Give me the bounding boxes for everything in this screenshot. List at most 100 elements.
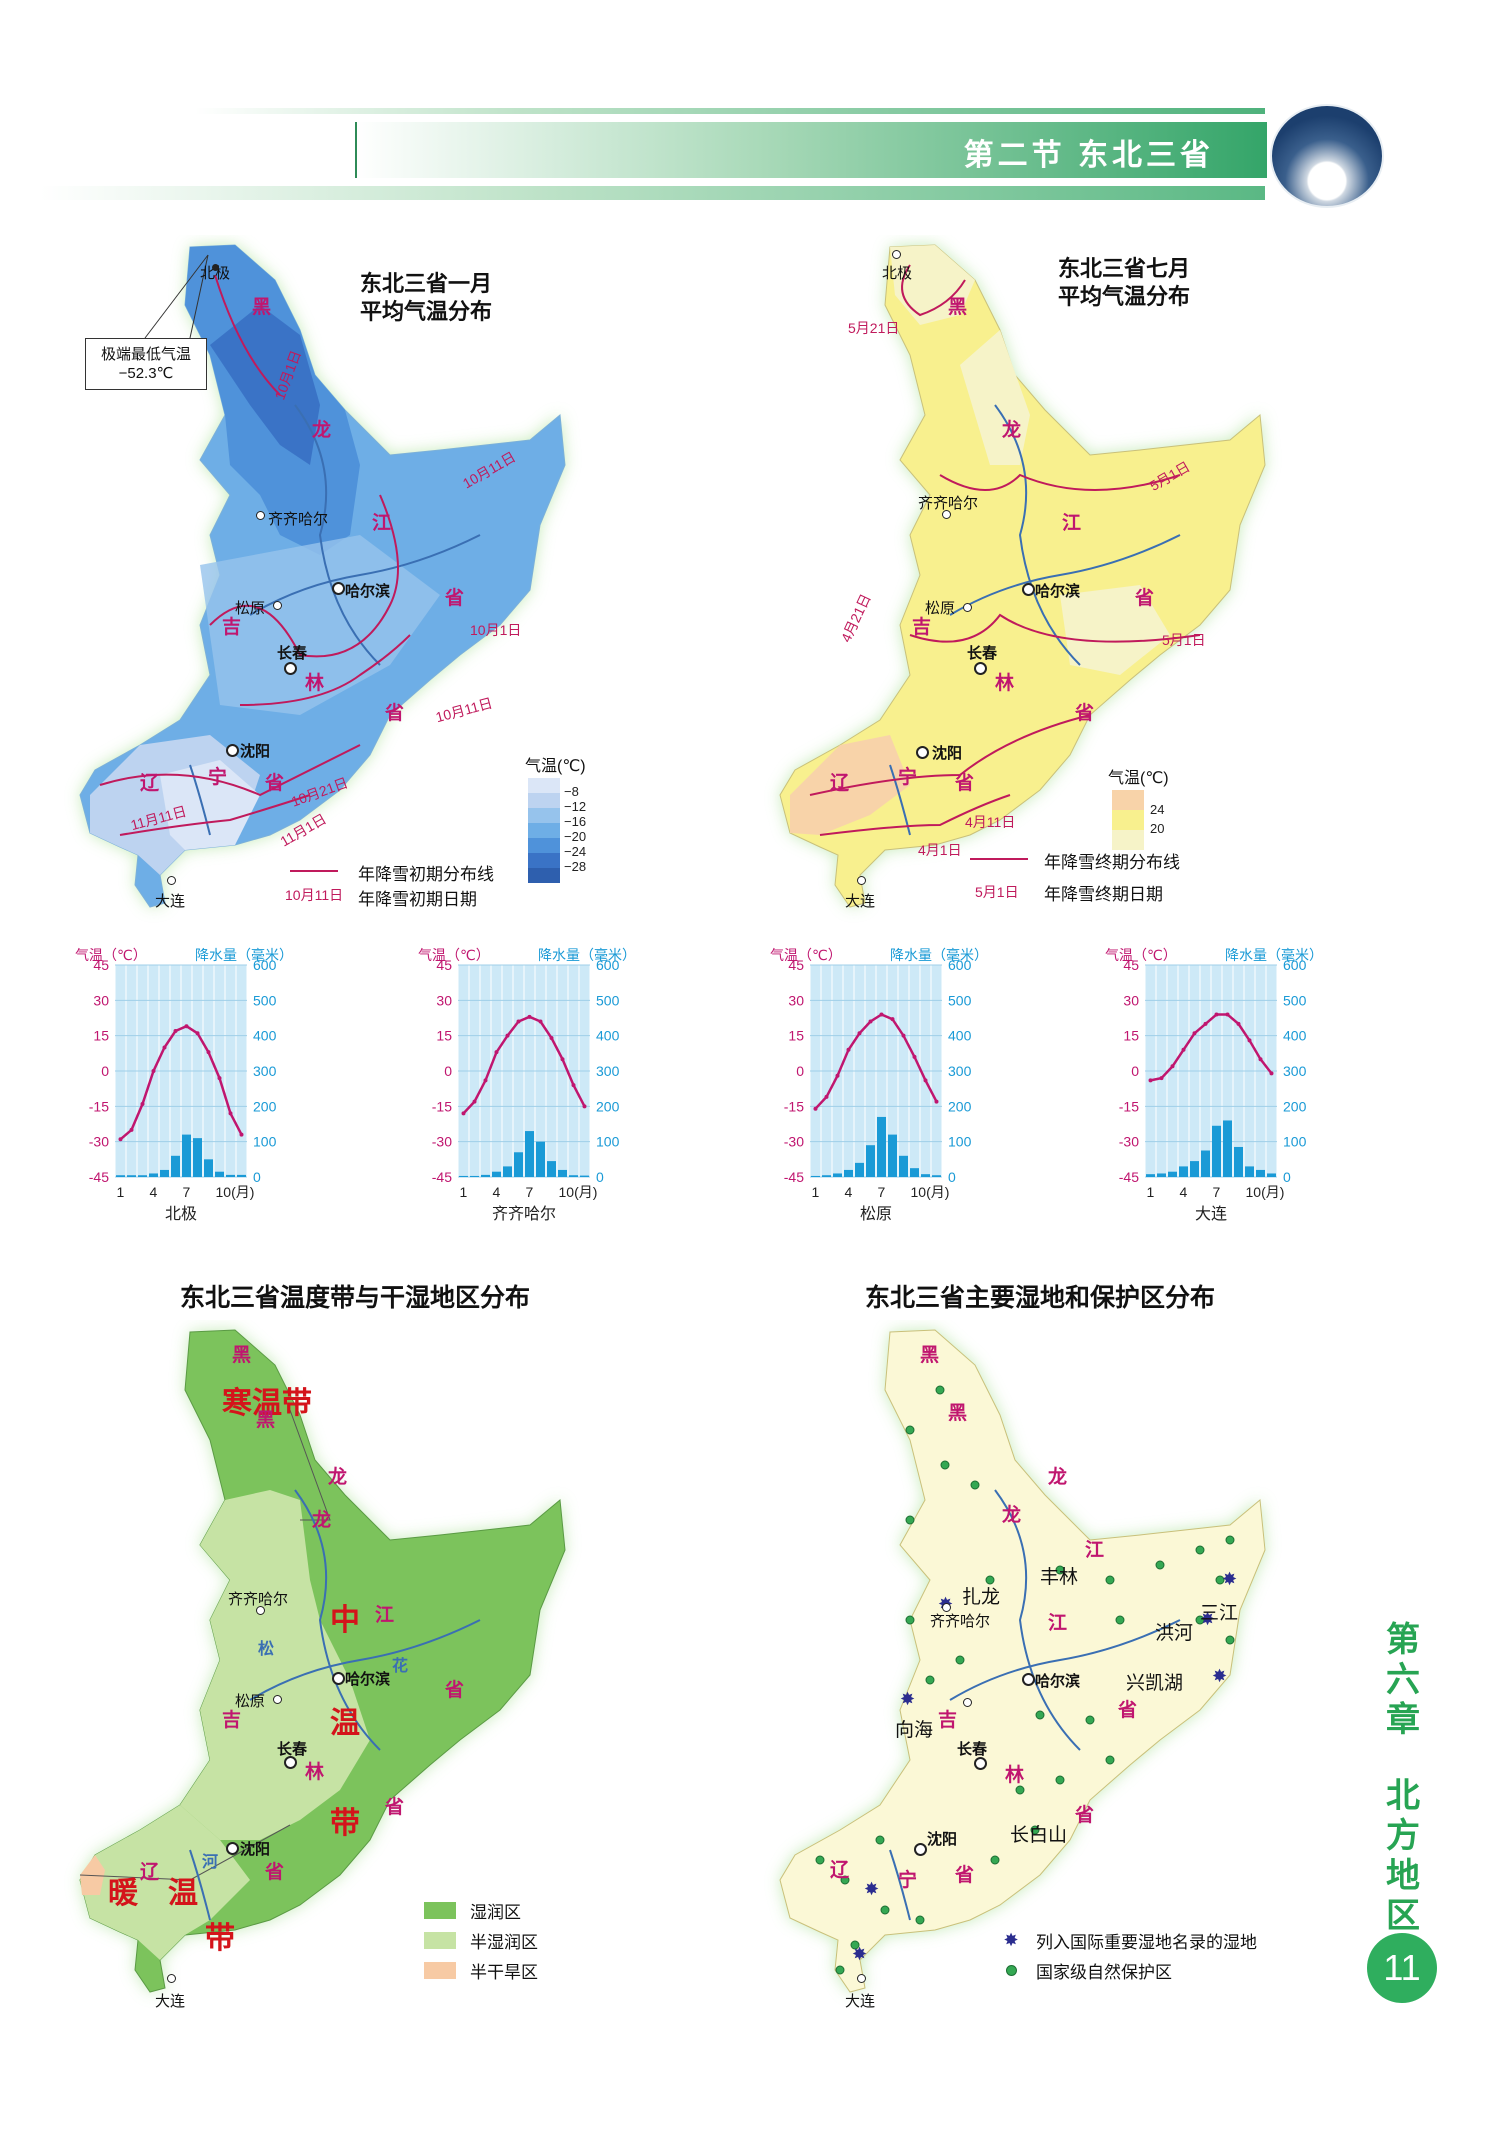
reserve-dot-icon <box>1105 1575 1115 1585</box>
precip-tick-label: 500 <box>596 992 620 1008</box>
temp-point <box>129 1127 134 1132</box>
place-haerbin: 哈尔滨 <box>345 1671 391 1688</box>
precip-bar <box>525 1131 534 1177</box>
wetland-stars: ✸ ✸ ✸ ✸ ✸ ✸ ✸ <box>852 1569 1237 1964</box>
jan-warmest-region <box>160 760 260 850</box>
wetland-changbaishan: 长白山 <box>1010 1825 1068 1846</box>
temp-point <box>527 1014 532 1019</box>
month-tick-label: 7 <box>526 1184 534 1200</box>
temp-tick-label: -15 <box>784 1098 804 1114</box>
header-divider <box>355 122 357 178</box>
precip-tick-label: 100 <box>1283 1134 1307 1150</box>
jan-legend-value: −20 <box>564 829 587 844</box>
month-tick-label: 4 <box>150 1184 158 1200</box>
prov-ning: 宁 <box>208 767 228 788</box>
mountain-photo <box>1270 104 1384 208</box>
zone-zhong: 中 <box>330 1604 360 1637</box>
reserve-dot-icon <box>850 1940 860 1950</box>
temp-point <box>228 1111 233 1116</box>
precip-tick-label: 300 <box>596 1063 620 1079</box>
jan-legend-swatch <box>528 808 560 823</box>
temp-tick-label: -15 <box>432 1098 452 1114</box>
legend-label: 半湿润区 <box>470 1932 538 1952</box>
city-dot <box>212 264 219 271</box>
temp-tick-label: -45 <box>432 1169 452 1185</box>
place-qiqihaer: 齐齐哈尔 <box>930 1613 991 1630</box>
header-bar-bottom <box>40 186 1265 200</box>
city-dot <box>284 662 297 675</box>
temp-point <box>1192 1031 1197 1036</box>
river-nenjiang <box>994 1489 1081 1751</box>
legend-label: 湿润区 <box>470 1902 521 1922</box>
reserve-dot-icon <box>1215 1575 1225 1585</box>
temp-tick-label: 30 <box>1123 992 1139 1008</box>
precip-bar <box>503 1166 512 1177</box>
precip-tick-label: 400 <box>596 1028 620 1044</box>
jul-title-1: 东北三省七月 <box>1058 256 1191 281</box>
snow-end-line-2 <box>939 473 1181 491</box>
place-beiji: 北极 <box>200 265 231 282</box>
temp-line <box>119 1024 243 1141</box>
month-tick-label: 1 <box>460 1184 468 1200</box>
precip-bar <box>855 1162 864 1177</box>
city-dot <box>1022 583 1035 596</box>
precip-tick-label: 600 <box>1283 957 1307 973</box>
temp-tick-label: 0 <box>444 1063 452 1079</box>
subhumid-region <box>180 1490 370 1840</box>
prov-sheng: 省 <box>445 1680 465 1701</box>
reserve-dot-icon <box>1105 1755 1115 1765</box>
callout-leader <box>144 254 209 339</box>
temp-point <box>571 1083 576 1088</box>
place-dalian: 大连 <box>845 1993 876 2010</box>
station-name: 大连 <box>1195 1205 1227 1223</box>
precip-tick-label: 300 <box>253 1063 277 1079</box>
temp-tick-label: 30 <box>436 992 452 1008</box>
jan-legend-swatch <box>528 853 560 868</box>
snow-end-line-4 <box>809 714 1091 796</box>
temp-point <box>901 1033 906 1038</box>
prov-lin: 林 <box>995 673 1015 694</box>
temp-point <box>217 1076 222 1081</box>
prov-lin: 林 <box>1005 1765 1025 1786</box>
jul-warm-southwest <box>790 735 910 835</box>
map-january <box>79 244 566 908</box>
precip-bar <box>1234 1146 1243 1177</box>
zone-nuan: 暖 <box>108 1877 138 1910</box>
river-nenjiang <box>294 1489 381 1751</box>
chapter-name: 北方地区 <box>1386 1777 1420 1935</box>
place-beiji: 北极 <box>882 265 913 282</box>
place-changchun: 长春 <box>277 1741 308 1758</box>
precip-bar <box>1212 1125 1221 1177</box>
wetland-honghe: 洪河 <box>1155 1623 1194 1644</box>
place-songyuan: 松原 <box>235 600 266 617</box>
precip-tick-label: 100 <box>596 1134 620 1150</box>
place-changchun: 长春 <box>967 645 998 662</box>
page-number: 11 <box>1367 1933 1437 2003</box>
city-dot <box>857 876 866 885</box>
temp-point <box>516 1019 521 1024</box>
place-shenyang: 沈阳 <box>240 1841 271 1858</box>
legend-swatch-semiarid <box>424 1961 456 1979</box>
prov-sheng-2: 省 <box>385 1797 405 1818</box>
wetland-star-icon: ✸ <box>900 1689 915 1709</box>
chapter-text: 第六章 <box>1386 1621 1420 1739</box>
header-bar-main <box>355 122 1267 178</box>
place-dalian: 大连 <box>155 1993 186 2010</box>
reserve-dot-icon <box>905 1425 915 1435</box>
reserve-dot-icon <box>1030 1825 1040 1835</box>
jul-legend-swatch <box>1112 810 1144 830</box>
temp-point <box>195 1031 200 1036</box>
precip-bar <box>822 1175 831 1177</box>
river-label-he: 河 <box>202 1854 219 1871</box>
jul-legend-values: 24 20 <box>1150 800 1164 838</box>
zone-wen2: 温 <box>168 1877 198 1910</box>
precip-bar <box>237 1174 246 1177</box>
temp-point <box>239 1132 244 1137</box>
wetland-xingkaihu: 兴凯湖 <box>1126 1673 1184 1694</box>
plot-area <box>1145 965 1277 1177</box>
prov-jiang: 江 <box>1062 513 1082 534</box>
place-songyuan: 松原 <box>235 1693 266 1710</box>
river-liao <box>889 764 911 836</box>
temp-tick-label: 0 <box>1131 1063 1139 1079</box>
city-dot <box>892 250 901 259</box>
